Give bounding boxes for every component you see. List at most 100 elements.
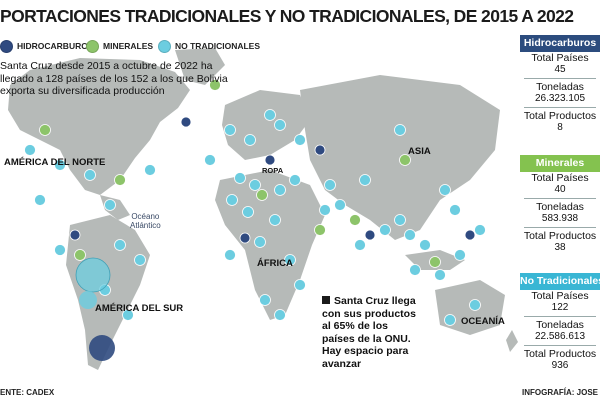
- footer-credit: INFOGRAFÍA: JOSE: [522, 388, 599, 397]
- marker-bolivia-no-tradicionales: [75, 257, 111, 293]
- country-marker-no-tradicionales: [204, 154, 216, 166]
- country-marker-no-tradicionales: [294, 279, 306, 291]
- world-map: [8, 48, 518, 370]
- panel-header: Minerales: [520, 155, 600, 172]
- country-marker-hidrocarburos: [180, 116, 192, 128]
- label-asia: ASIA: [408, 146, 431, 157]
- country-marker-no-tradicionales: [144, 164, 156, 176]
- note-line-5: Hay espacio para: [322, 345, 409, 357]
- country-marker-no-tradicionales: [419, 239, 431, 251]
- panel-label-toneladas: Toneladas: [536, 201, 584, 213]
- panel-value-total-productos: 936: [551, 360, 569, 371]
- country-marker-no-tradicionales: [439, 184, 451, 196]
- panel-label-toneladas: Toneladas: [536, 81, 584, 93]
- panel-divider: [524, 198, 596, 199]
- country-marker-no-tradicionales: [289, 174, 301, 186]
- panel-no-tradicionales: No Tradicionales Total Países 122 Tonela…: [520, 273, 600, 374]
- page-title: PORTACIONES TRADICIONALES Y NO TRADICION…: [0, 6, 574, 26]
- country-marker-no-tradicionales: [474, 224, 486, 236]
- panel-header: No Tradicionales: [520, 273, 600, 290]
- country-markers: [24, 79, 486, 326]
- panel-label-toneladas: Toneladas: [536, 319, 584, 331]
- panel-hidrocarburos: Hidrocarburos Total Países 45 Toneladas …: [520, 35, 600, 136]
- country-marker-no-tradicionales: [274, 119, 286, 131]
- intro-line-3: exporta su diversificada producción: [0, 85, 165, 97]
- ocean-line-1: Océano: [131, 212, 160, 221]
- minerales-legend-dot: [86, 39, 99, 53]
- land-europe: [222, 90, 310, 160]
- country-marker-no-tradicionales: [444, 314, 456, 326]
- country-marker-no-tradicionales: [54, 244, 66, 256]
- ocean-line-2: Atlántico: [130, 221, 161, 230]
- panel-value-total-paises: 122: [551, 302, 569, 313]
- country-marker-minerales: [39, 124, 51, 136]
- country-marker-minerales: [114, 174, 126, 186]
- land-greenland: [175, 48, 225, 85]
- country-marker-no-tradicionales: [409, 264, 421, 276]
- legend-minerales: MINERALES: [86, 38, 153, 54]
- country-marker-hidrocarburos: [69, 229, 81, 241]
- country-marker-no-tradicionales: [254, 236, 266, 248]
- label-africa: ÁFRICA: [257, 258, 293, 269]
- note-line-4: países de la ONU.: [322, 332, 411, 345]
- country-marker-minerales: [314, 224, 326, 236]
- country-marker-no-tradicionales: [274, 184, 286, 196]
- country-marker-no-tradicionales: [134, 254, 146, 266]
- country-marker-no-tradicionales: [454, 249, 466, 261]
- country-marker-no-tradicionales: [114, 239, 126, 251]
- label-europe: ROPA: [262, 166, 284, 175]
- country-marker-no-tradicionales: [224, 124, 236, 136]
- country-marker-no-tradicionales: [249, 179, 261, 191]
- country-marker-no-tradicionales: [24, 144, 36, 156]
- country-marker-hidrocarburos: [464, 229, 476, 241]
- country-marker-no-tradicionales: [434, 269, 446, 281]
- panel-value-total-paises: 45: [554, 64, 566, 75]
- country-marker-no-tradicionales: [394, 124, 406, 136]
- panel-value-total-productos: 38: [554, 242, 566, 253]
- country-marker-hidrocarburos: [314, 144, 326, 156]
- label-oceania: OCEANÍA: [461, 316, 505, 327]
- country-marker-no-tradicionales: [394, 214, 406, 226]
- country-marker-no-tradicionales: [234, 172, 246, 184]
- country-marker-minerales: [399, 154, 411, 166]
- legend-label-minerales: MINERALES: [103, 41, 154, 51]
- country-marker-minerales: [256, 189, 268, 201]
- panel-label-total-paises: Total Países: [531, 290, 589, 302]
- no-tradicionales-legend-dot: [158, 39, 171, 53]
- country-marker-no-tradicionales: [354, 239, 366, 251]
- marker-argentina-no-tradicionales: [79, 291, 97, 309]
- land-north-america: [8, 58, 190, 195]
- panel-value-total-productos: 8: [557, 122, 563, 133]
- country-marker-hidrocarburos: [364, 229, 376, 241]
- panel-label-total-paises: Total Países: [531, 52, 589, 64]
- panel-divider: [524, 227, 596, 228]
- country-marker-no-tradicionales: [319, 204, 331, 216]
- country-marker-no-tradicionales: [404, 229, 416, 241]
- country-marker-no-tradicionales: [359, 174, 371, 186]
- country-marker-no-tradicionales: [294, 134, 306, 146]
- intro-text: Santa Cruz desde 2015 a octubre de 2022 …: [0, 60, 260, 98]
- panel-divider: [524, 345, 596, 346]
- legend-no-tradicionales: NO TRADICIONALES: [158, 38, 260, 54]
- note-line-1-text: Santa Cruz llega: [334, 295, 416, 307]
- panel-label-total-productos: Total Productos: [523, 230, 597, 242]
- country-marker-no-tradicionales: [224, 249, 236, 261]
- panel-value-toneladas: 26.323.105: [534, 93, 586, 104]
- panel-value-total-paises: 40: [554, 184, 566, 195]
- panel-divider: [524, 78, 596, 79]
- panel-divider: [524, 316, 596, 317]
- country-marker-no-tradicionales: [34, 194, 46, 206]
- label-north-america: AMÉRICA DEL NORTE: [4, 157, 106, 168]
- country-marker-no-tradicionales: [269, 214, 281, 226]
- country-marker-no-tradicionales: [324, 179, 336, 191]
- legend-label-no-tradicionales: NO TRADICIONALES: [175, 41, 260, 51]
- country-marker-no-tradicionales: [274, 309, 286, 321]
- country-marker-minerales: [349, 214, 361, 226]
- country-marker-minerales: [74, 249, 86, 261]
- footer-source: ENTE: CADEX: [0, 388, 55, 397]
- country-marker-no-tradicionales: [449, 204, 461, 216]
- country-marker-hidrocarburos: [264, 154, 276, 166]
- country-marker-minerales: [209, 79, 221, 91]
- legend-label-hidrocarburos: HIDROCARBUROS: [17, 41, 94, 51]
- marker-bolivia-hidrocarburos: [89, 335, 115, 361]
